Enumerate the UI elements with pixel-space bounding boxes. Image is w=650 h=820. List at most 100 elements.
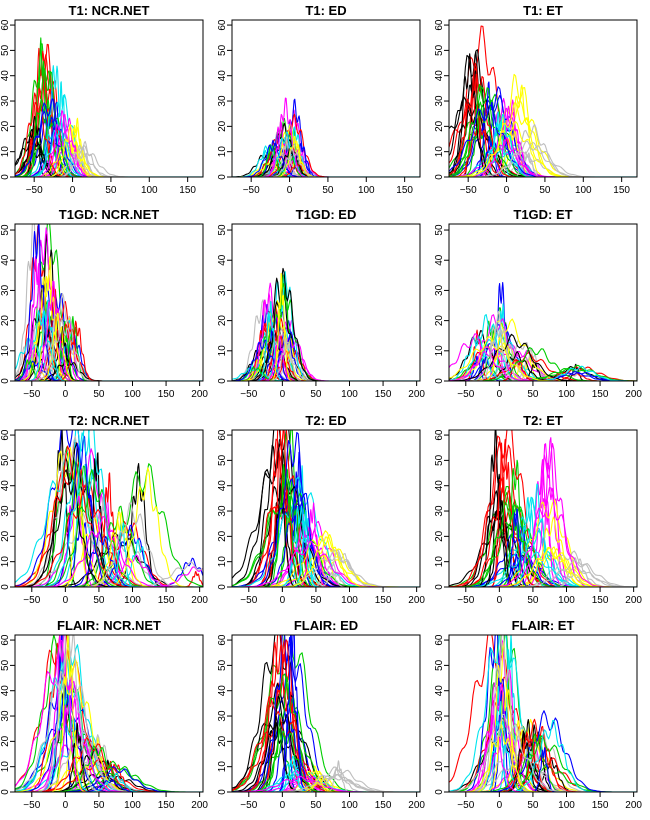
x-tick-label: 150 [158,800,175,811]
panel-t1-ed: T1: ED −50 0 50 100 150 0 10 20 30 40 50 60 [217,3,421,196]
x-tick-label: 150 [592,595,609,606]
density-curve [15,445,137,587]
panel-title: FLAIR: ED [294,618,358,633]
y-tick-label: 0 [217,584,228,590]
density-curve [262,482,299,587]
x-tick-label: 50 [322,185,334,196]
density-curve [498,731,558,792]
panel-title: FLAIR: ET [512,618,575,633]
y-tick-label: 20 [217,530,228,542]
y-tick-label: 20 [434,735,445,747]
x-tick-label: 50 [310,595,322,606]
density-curves [449,282,637,381]
x-tick-label: 100 [341,389,358,400]
x-tick-label: 0 [280,389,286,400]
panel-title: T1: ED [305,3,346,18]
density-curve [234,438,320,587]
y-tick-label: 20 [217,120,228,132]
density-curve [15,92,70,177]
density-curve [85,511,155,587]
x-tick-label: 150 [375,389,392,400]
density-curve [15,430,137,587]
density-curve [450,115,508,177]
y-tick-label: 30 [434,284,445,296]
density-curve [449,62,518,177]
y-tick-label: 10 [434,761,445,773]
x-tick-label: 150 [592,389,609,400]
y-tick-label: 30 [434,95,445,107]
y-tick-label: 50 [217,44,228,56]
density-curve [470,735,618,792]
x-tick-label: 200 [625,389,642,400]
y-tick-label: 0 [434,789,445,795]
panel-t1gd-ncr-net: T1GD: NCR.NET −50 0 50 100 150 200 0 10 20 30 40 50 [0,207,208,400]
y-tick-label: 50 [434,44,445,56]
density-curve [239,635,324,792]
density-curve [232,473,368,587]
density-curve [449,336,513,381]
plot-frame [14,223,204,382]
y-tick-label: 10 [0,556,11,568]
density-curve [282,451,315,587]
density-curves [232,267,420,381]
y-tick-label: 50 [217,224,228,236]
x-tick-label: −50 [26,185,43,196]
y-tick-label: 30 [217,710,228,722]
plot-frame [14,429,204,588]
x-tick-label: 200 [408,800,425,811]
density-curve [449,333,587,381]
y-tick-label: 10 [217,761,228,773]
density-curve [18,456,116,587]
density-curve [36,681,94,792]
density-curve [466,140,593,177]
x-tick-label: −50 [240,389,257,400]
y-tick-label: 30 [434,710,445,722]
density-curve [508,483,564,587]
density-curves [232,635,420,792]
density-curve [38,113,94,177]
x-tick-label: 0 [497,800,503,811]
density-curve [266,148,321,177]
y-tick-label: 0 [217,174,228,180]
density-curve [460,477,547,587]
y-tick-label: 20 [0,530,11,542]
panel-t2-ncr-net: T2: NCR.NET −50 0 50 100 150 200 0 10 20 30 40 50 60 [0,413,208,606]
x-tick-label: 150 [179,185,196,196]
x-tick-label: 50 [539,185,551,196]
x-tick-label: 50 [527,595,539,606]
y-tick-label: 30 [434,505,445,517]
panel-flair-et: FLAIR: ET −50 0 50 100 150 200 0 10 20 30 40 50 60 [434,618,642,811]
y-tick-label: 20 [217,735,228,747]
density-curve [118,561,203,587]
density-curve [246,267,322,381]
panel-t1-et: T1: ET −50 0 50 100 150 0 10 20 30 40 50 60 [434,3,638,196]
y-tick-label: 60 [0,429,11,441]
y-tick-label: 40 [0,685,11,697]
plot-frame [448,429,638,588]
density-curve [15,658,140,792]
density-curve [33,65,77,177]
density-curve [449,318,581,381]
density-curve [460,137,552,177]
density-curve [239,143,307,177]
density-curve [449,83,529,177]
density-curves [15,635,203,792]
y-tick-label: 0 [0,378,11,384]
x-tick-label: 0 [280,595,286,606]
y-tick-label: 10 [434,345,445,357]
x-tick-label: 200 [408,595,425,606]
density-curve [263,755,323,792]
density-curve [232,476,374,587]
density-curve [232,710,346,792]
x-tick-label: 200 [408,389,425,400]
density-curve [255,300,285,381]
x-tick-label: 100 [558,389,575,400]
y-tick-label: 20 [0,120,11,132]
density-curve [35,460,124,587]
density-curve [16,99,79,177]
density-curve [503,718,552,792]
density-curve [467,113,537,177]
density-curves [449,635,637,792]
density-curve [35,516,171,587]
y-tick-label: 20 [434,530,445,542]
